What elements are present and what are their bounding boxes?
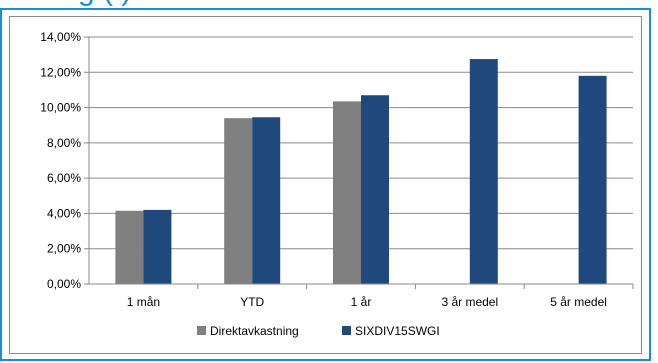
y-tick-label: 2,00% (47, 242, 81, 256)
x-tick-label: 1 år (351, 295, 372, 309)
x-tick-label: 3 år medel (441, 295, 498, 309)
y-tick-label: 8,00% (47, 136, 81, 150)
bar (224, 118, 253, 285)
x-tick-label: YTD (240, 295, 264, 309)
legend-swatch (342, 326, 351, 335)
y-tick-label: 10,00% (40, 101, 81, 115)
bar (252, 117, 281, 285)
bar (361, 95, 389, 284)
bar (578, 75, 607, 284)
y-tick-label: 14,00% (40, 30, 81, 44)
y-tick-label: 12,00% (40, 65, 81, 79)
y-tick-label: 0,00% (47, 277, 81, 291)
bar (333, 101, 361, 285)
x-tick-label: 5 år medel (550, 295, 607, 309)
bar (143, 209, 172, 284)
legend-label: Direktavkastning (210, 324, 299, 338)
y-tick-label: 6,00% (47, 171, 81, 185)
legend-swatch (197, 326, 206, 335)
y-tick-labels: 0,00% 2,00% 4,00% 6,00% 8,00% 10,00% 12,00% 14,… (40, 30, 81, 291)
x-tick-label: 1 mån (127, 295, 160, 309)
legend-label: SIXDIV15SWGI (355, 324, 440, 338)
axes (84, 36, 634, 289)
bar (115, 210, 144, 284)
page-heading-fragment: g ( ) (78, 0, 131, 8)
bars (115, 59, 607, 285)
legend: Direktavkastning SIXDIV15SWGI (197, 324, 440, 338)
bar (469, 59, 498, 284)
y-tick-label: 4,00% (47, 206, 81, 220)
x-tick-labels: 1 mån YTD 1 år 3 år medel 5 år medel (127, 295, 607, 309)
